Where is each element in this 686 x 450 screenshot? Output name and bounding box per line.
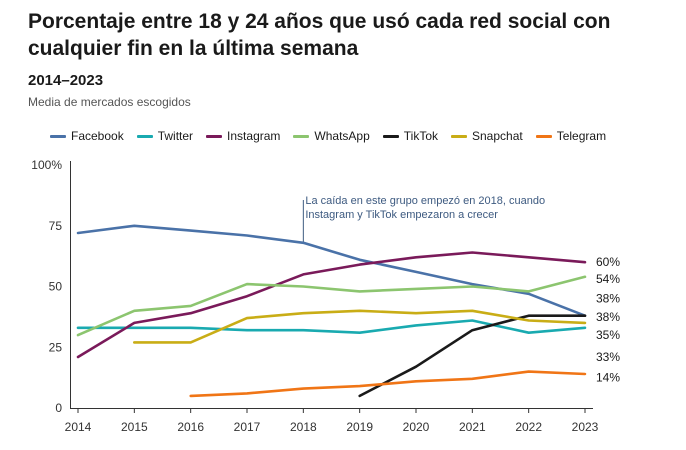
annotation-text: Instagram y TikTok empezaron a crecer (305, 209, 498, 221)
x-tick-label: 2014 (65, 420, 92, 434)
x-tick-label: 2022 (515, 420, 542, 434)
y-tick-label: 25 (49, 340, 63, 354)
legend-swatch (293, 134, 310, 138)
end-value-label: 38% (596, 310, 620, 324)
end-value-label: 60% (596, 255, 620, 269)
legend-swatch (451, 134, 467, 138)
y-tick-label: 100% (31, 158, 62, 172)
x-tick-label: 2021 (459, 420, 486, 434)
series-line (76, 319, 587, 334)
legend-item: Snapchat (451, 129, 523, 143)
legend-item: Telegram (535, 129, 607, 143)
x-tick-label: 2023 (572, 420, 599, 434)
x-tick-label: 2020 (403, 420, 430, 434)
legend-swatch (50, 134, 66, 138)
series-line (76, 251, 587, 359)
end-value-label: 54% (596, 272, 620, 286)
legend-label: Facebook (71, 129, 124, 143)
legend-swatch (382, 134, 399, 138)
x-tick-label: 2016 (177, 420, 204, 434)
series-line (133, 309, 587, 344)
legend-swatch (136, 134, 153, 138)
x-tick-label: 2017 (234, 420, 261, 434)
chart-title: Porcentaje entre 18 y 24 años que usó ca… (28, 10, 611, 60)
chart-note: Media de mercados escogidos (28, 95, 191, 109)
legend-item: Twitter (136, 129, 194, 143)
chart-legend: Facebook Twitter Instagram WhatsApp TikTok Sn… (50, 129, 606, 143)
x-tick-label: 2019 (346, 420, 373, 434)
legend-item: WhatsApp (293, 129, 370, 143)
legend-swatch (535, 134, 552, 138)
legend-label: WhatsApp (314, 129, 370, 143)
legend-label: TikTok (403, 129, 438, 143)
y-tick-label: 75 (49, 219, 63, 233)
chart-subtitle: 2014–2023 (28, 72, 104, 89)
x-tick-label: 2015 (121, 420, 148, 434)
series-line (358, 314, 587, 398)
y-tick-label: 0 (55, 401, 62, 415)
legend-item: Instagram (206, 129, 280, 143)
series-line (76, 275, 587, 337)
legend-label: Twitter (157, 129, 194, 143)
end-value-label: 14% (596, 371, 620, 385)
series-line (189, 370, 587, 398)
y-tick-label: 50 (49, 280, 63, 294)
annotation-text: La caída en este grupo empezó en 2018, c… (305, 195, 545, 207)
legend-swatch (206, 134, 223, 138)
legend-label: Snapchat (472, 129, 523, 143)
end-value-label: 35% (596, 328, 620, 342)
x-tick-label: 2018 (290, 420, 317, 434)
legend-item: TikTok (382, 129, 438, 143)
legend-label: Instagram (227, 129, 281, 143)
end-value-label: 38% (596, 292, 620, 306)
end-value-label: 33% (596, 350, 620, 364)
legend-item: Facebook (50, 129, 124, 143)
legend-label: Telegram (556, 129, 607, 143)
